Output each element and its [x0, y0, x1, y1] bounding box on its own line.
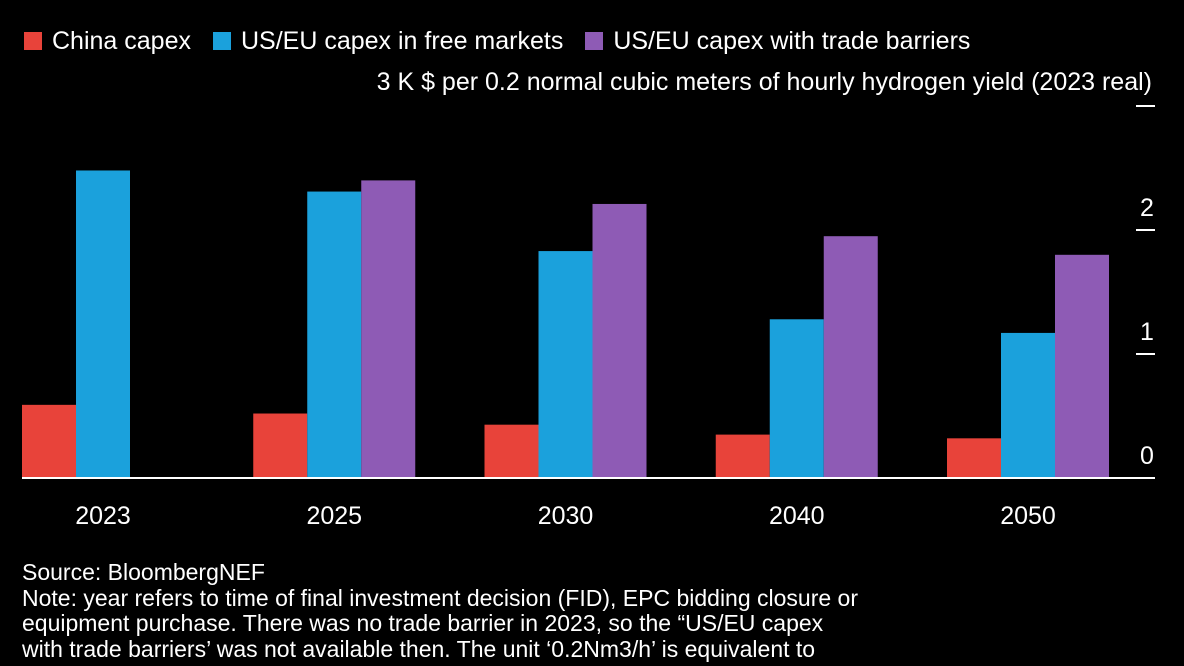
bar-us-eu-capex-in-free-markets-2050: [1001, 332, 1055, 478]
legend-label-china: China capex: [52, 26, 191, 55]
y-tick-label: 2: [1140, 194, 1154, 222]
bar-china-capex-2023: [22, 404, 76, 478]
legend-swatch-trade-barriers: [585, 32, 604, 50]
legend-swatch-free-markets: [212, 32, 231, 50]
legend-label-free-markets: US/EU capex in free markets: [240, 26, 564, 55]
bar-us-eu-capex-in-free-markets-2030: [538, 251, 593, 478]
x-tick-label: 2025: [306, 502, 362, 530]
bar-us-eu-capex-in-free-markets-2025: [307, 191, 362, 478]
legend-swatch-china: [24, 32, 42, 50]
y-tick-label: 1: [1140, 318, 1154, 346]
bar-us-eu-capex-with-trade-barriers-2030: [592, 203, 647, 478]
x-tick-label: 2023: [75, 502, 131, 530]
bar-us-eu-capex-with-trade-barriers-2050: [1055, 254, 1109, 478]
bar-us-eu-capex-with-trade-barriers-2040: [823, 236, 878, 478]
legend-item-free-markets: US/EU capex in free markets: [212, 26, 564, 56]
y-axis-unit-label: 3 K $ per 0.2 normal cubic meters of hou…: [376, 68, 1152, 96]
bar-china-capex-2025: [253, 413, 308, 478]
legend-label-trade-barriers: US/EU capex with trade barriers: [613, 26, 971, 55]
note-line: Note: year refers to time of final inves…: [22, 584, 859, 611]
bar-us-eu-capex-in-free-markets-2040: [769, 319, 824, 478]
note-line: equipment purchase. There was no trade b…: [22, 610, 824, 636]
bar-china-capex-2030: [484, 424, 539, 478]
x-tick-label: 2040: [769, 502, 825, 530]
legend-item-trade-barriers: US/EU capex with trade barriers: [585, 27, 970, 56]
chart-footer: Source: BloombergNEF Note: year refers t…: [22, 559, 1162, 662]
chart-legend: China capex US/EU capex in free markets …: [24, 26, 970, 56]
bar-us-eu-capex-with-trade-barriers-2025: [361, 180, 416, 478]
source-text: Source: BloombergNEF: [22, 559, 265, 585]
y-tick-label: 0: [1140, 442, 1154, 470]
note-line: with trade barriers’ was not available t…: [22, 635, 816, 662]
legend-item-china: China capex: [24, 27, 191, 56]
bar-chart: 2023 2025 2030 2040 2050 0 1 2: [22, 105, 1155, 530]
x-tick-label: 2050: [1000, 502, 1056, 530]
bar-china-capex-2050: [947, 438, 1001, 478]
bar-us-eu-capex-in-free-markets-2023: [76, 170, 130, 479]
bar-china-capex-2040: [715, 434, 770, 478]
x-tick-label: 2030: [538, 502, 594, 530]
